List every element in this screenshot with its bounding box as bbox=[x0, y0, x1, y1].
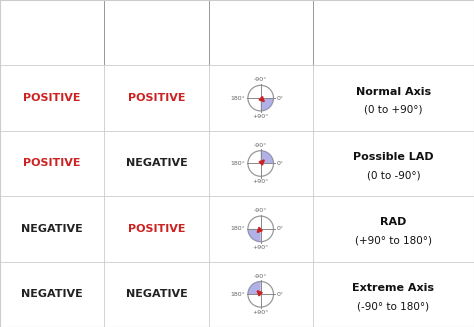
Text: NEGATIVE: NEGATIVE bbox=[21, 289, 83, 299]
Text: (0 to -90°): (0 to -90°) bbox=[366, 170, 420, 180]
Text: 180°: 180° bbox=[230, 292, 245, 297]
Text: (0 to +90°): (0 to +90°) bbox=[364, 105, 423, 115]
Text: NEGATIVE: NEGATIVE bbox=[21, 224, 83, 234]
Text: NEGATIVE: NEGATIVE bbox=[126, 289, 187, 299]
Text: RAD: RAD bbox=[380, 217, 407, 227]
Text: POSITIVE: POSITIVE bbox=[128, 224, 185, 234]
Text: Quadrant: Quadrant bbox=[228, 26, 294, 39]
Text: 0°: 0° bbox=[276, 161, 283, 166]
Text: NEGATIVE: NEGATIVE bbox=[126, 159, 187, 168]
Text: +90°: +90° bbox=[253, 114, 269, 119]
Text: -90°: -90° bbox=[254, 77, 267, 82]
Text: -90°: -90° bbox=[254, 143, 267, 148]
Text: -90°: -90° bbox=[254, 274, 267, 279]
Text: 0°: 0° bbox=[276, 95, 283, 101]
Text: POSITIVE: POSITIVE bbox=[23, 159, 81, 168]
Text: +90°: +90° bbox=[253, 310, 269, 315]
Text: Axis: Axis bbox=[379, 26, 408, 39]
Text: (+90° to 180°): (+90° to 180°) bbox=[355, 236, 432, 246]
Text: Lead aVF: Lead aVF bbox=[124, 26, 189, 39]
Wedge shape bbox=[248, 229, 261, 242]
Text: 180°: 180° bbox=[230, 95, 245, 101]
Text: 0°: 0° bbox=[276, 226, 283, 232]
Text: (-90° to 180°): (-90° to 180°) bbox=[357, 301, 429, 311]
Text: 180°: 180° bbox=[230, 226, 245, 232]
Text: Normal Axis: Normal Axis bbox=[356, 87, 431, 96]
Wedge shape bbox=[261, 151, 273, 164]
Wedge shape bbox=[248, 282, 261, 294]
Text: Extreme Axis: Extreme Axis bbox=[353, 283, 434, 293]
Text: POSITIVE: POSITIVE bbox=[23, 93, 81, 103]
Text: Lead 1: Lead 1 bbox=[28, 26, 76, 39]
Text: +90°: +90° bbox=[253, 245, 269, 250]
Text: POSITIVE: POSITIVE bbox=[128, 93, 185, 103]
Text: -90°: -90° bbox=[254, 208, 267, 213]
Text: +90°: +90° bbox=[253, 179, 269, 184]
Text: 180°: 180° bbox=[230, 161, 245, 166]
Text: Possible LAD: Possible LAD bbox=[353, 152, 434, 162]
Text: 0°: 0° bbox=[276, 292, 283, 297]
Wedge shape bbox=[261, 98, 273, 111]
